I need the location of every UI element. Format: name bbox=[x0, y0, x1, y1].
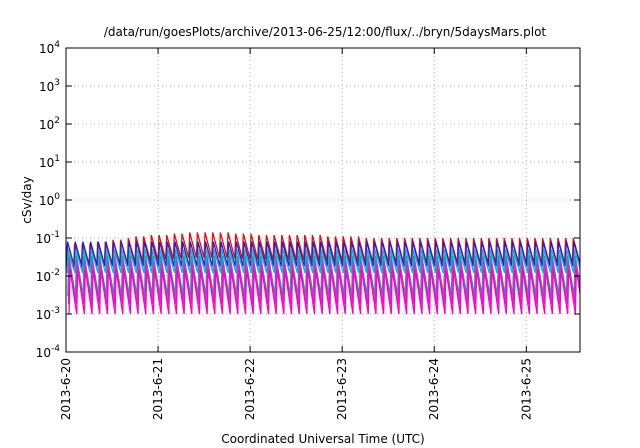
series-line-2 bbox=[66, 241, 580, 267]
x-tick-labels: 2013-6-20 2013-6-21 2013-6-22 2013-6-23 2013… bbox=[59, 358, 533, 420]
axis-ticks bbox=[65, 47, 580, 353]
x-tick-label: 2013-6-20 bbox=[59, 358, 73, 420]
series-line-6 bbox=[68, 269, 580, 315]
x-tick-label: 2013-6-21 bbox=[151, 358, 165, 420]
series-layer bbox=[66, 232, 580, 315]
y-tick-label: 104 bbox=[39, 40, 60, 56]
y-tick-label: 102 bbox=[39, 116, 60, 132]
x-tick-label: 2013-6-24 bbox=[427, 358, 441, 420]
y-tick-label: 10-1 bbox=[36, 230, 60, 246]
x-axis-label: Coordinated Universal Time (UTC) bbox=[221, 432, 424, 446]
series-line-3 bbox=[66, 249, 580, 274]
series-line-5 bbox=[67, 260, 580, 305]
x-tick-label: 2013-6-23 bbox=[335, 358, 349, 420]
y-tick-label: 103 bbox=[39, 78, 60, 94]
y-tick-label: 10-3 bbox=[36, 306, 60, 322]
chart-title: /data/run/goesPlots/archive/2013-06-25/1… bbox=[104, 25, 547, 39]
x-tick-label: 2013-6-22 bbox=[243, 358, 257, 420]
y-axis-label: cSv/day bbox=[20, 176, 34, 223]
y-tick-label: 10-2 bbox=[36, 268, 60, 284]
y-tick-label: 101 bbox=[39, 154, 60, 170]
y-tick-label: 100 bbox=[39, 192, 60, 208]
y-tick-labels: 10-4 10-3 10-2 10-1 100 101 102 103 104 bbox=[36, 40, 61, 360]
x-tick-label: 2013-6-25 bbox=[519, 358, 533, 420]
y-tick-label: 10-4 bbox=[36, 344, 61, 360]
